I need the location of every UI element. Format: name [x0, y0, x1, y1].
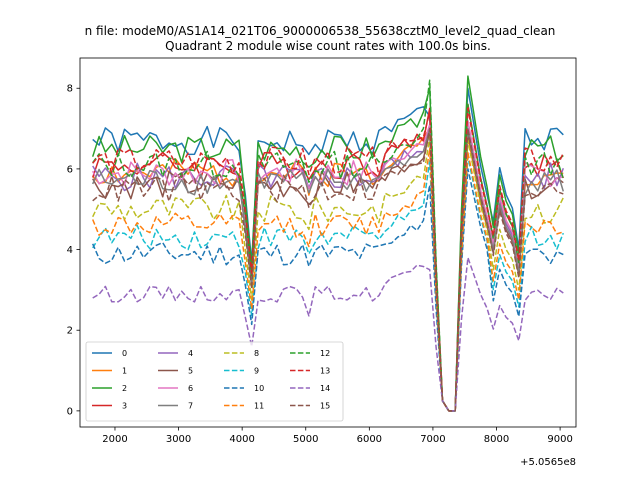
series-line-15: [92, 127, 564, 412]
y-tick-label: 8: [67, 84, 73, 95]
x-tick-label: 8000: [484, 434, 509, 445]
legend-label-1: 1: [122, 367, 127, 376]
plot-area: 2000 3000 4000 5000 6000 7000 8000 9000 0 2 4 6 8 +…: [67, 57, 577, 468]
legend-label-2: 2: [122, 384, 127, 393]
x-tick-label: 9000: [547, 434, 572, 445]
x-tick-label: 5000: [293, 434, 318, 445]
x-axis: 2000 3000 4000 5000 6000 7000 8000 9000: [102, 427, 573, 445]
legend-label-12: 12: [320, 349, 330, 358]
x-tick-label: 3000: [166, 434, 191, 445]
legend-label-5: 5: [188, 367, 193, 376]
series-group: [91, 75, 565, 412]
legend-label-15: 15: [320, 402, 330, 411]
legend-label-7: 7: [188, 402, 193, 411]
y-tick-label: 6: [67, 164, 73, 175]
legend-label-13: 13: [320, 367, 330, 376]
x-tick-label: 2000: [102, 434, 127, 445]
series-line-11: [92, 147, 564, 412]
x-tick-label: 7000: [420, 434, 445, 445]
legend-label-8: 8: [254, 349, 259, 358]
legend-label-10: 10: [254, 384, 264, 393]
series-line-8: [92, 135, 564, 412]
series-line-2: [91, 75, 564, 412]
legend-label-3: 3: [122, 402, 127, 411]
series-line-14: [92, 256, 564, 412]
y-tick-label: 2: [67, 326, 73, 337]
x-offset-label: +5.0565e8: [520, 457, 576, 468]
x-tick-label: 4000: [229, 434, 254, 445]
y-tick-label: 4: [67, 245, 73, 256]
y-axis: 0 2 4 6 8: [67, 84, 80, 417]
legend-frame: [85, 341, 344, 422]
series-line-10: [92, 168, 564, 412]
chart-title: Quadrant 2 module wise count rates with …: [165, 39, 491, 53]
chart-suptitle: n file: modeM0/AS1A14_021T06_9000006538_…: [85, 24, 556, 38]
x-tick-label: 6000: [357, 434, 382, 445]
series-line-7: [92, 127, 565, 412]
legend-label-0: 0: [122, 349, 127, 358]
series-line-6: [92, 119, 564, 412]
series-line-9: [92, 156, 564, 412]
legend-label-11: 11: [254, 402, 264, 411]
axes-frame: [79, 57, 577, 428]
legend-label-4: 4: [188, 349, 193, 358]
y-tick-label: 0: [67, 406, 73, 417]
legend-label-6: 6: [188, 384, 193, 393]
legend-label-14: 14: [320, 384, 330, 393]
legend-label-9: 9: [254, 367, 259, 376]
